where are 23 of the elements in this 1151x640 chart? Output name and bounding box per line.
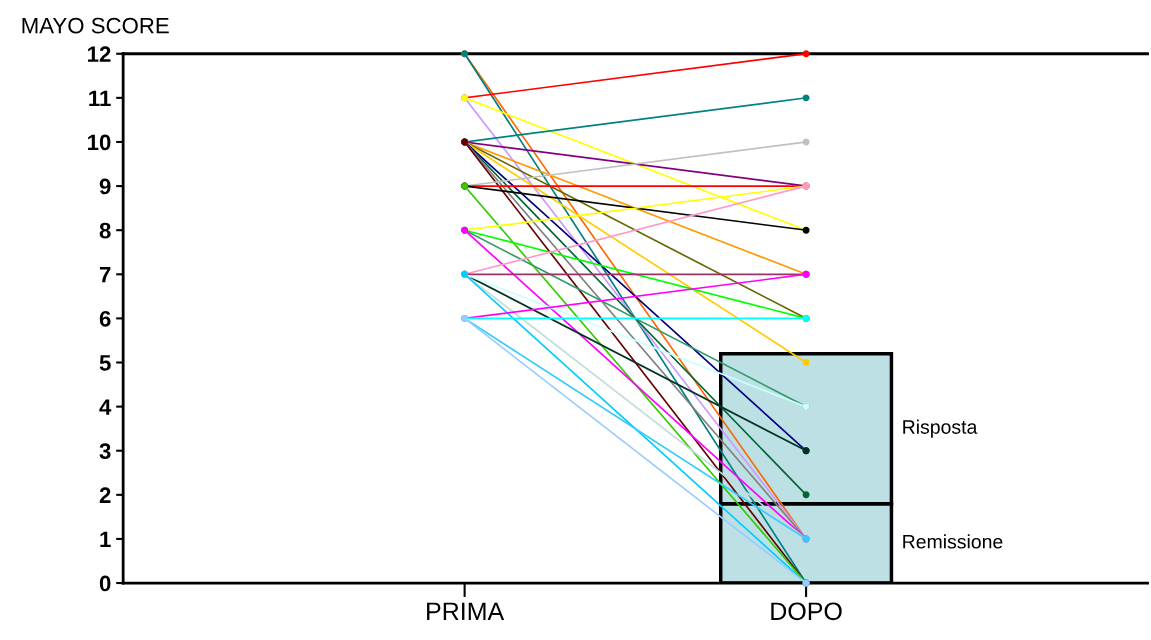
- y-tick-label: 5: [99, 355, 111, 371]
- y-tick-label: 8: [99, 222, 111, 239]
- x-tick-label: PRIMA: [427, 602, 505, 620]
- point: [802, 94, 810, 102]
- y-axis-title: MAYO SCORE: [22, 17, 169, 34]
- point: [802, 50, 810, 58]
- point: [802, 359, 810, 366]
- y-tick-label: 12: [88, 46, 111, 62]
- point: [802, 138, 810, 146]
- x-tick-label: DOPO: [771, 602, 842, 621]
- y-tick-label: 4: [99, 399, 112, 415]
- point: [802, 491, 810, 499]
- y-tick-label: 1: [100, 531, 111, 547]
- y-tick-label: 9: [99, 178, 111, 195]
- y-tick-label: 3: [99, 443, 111, 460]
- y-tick-label: 10: [88, 134, 111, 151]
- y-tick-label: 0: [99, 575, 111, 592]
- y-tick-label: 2: [99, 487, 111, 503]
- y-tick-label: 6: [99, 310, 111, 327]
- y-tick-label: 7: [99, 267, 111, 283]
- band-label: Risposta: [903, 419, 978, 438]
- band-label: Remissione: [903, 534, 1003, 549]
- y-tick-label: 11: [89, 90, 111, 106]
